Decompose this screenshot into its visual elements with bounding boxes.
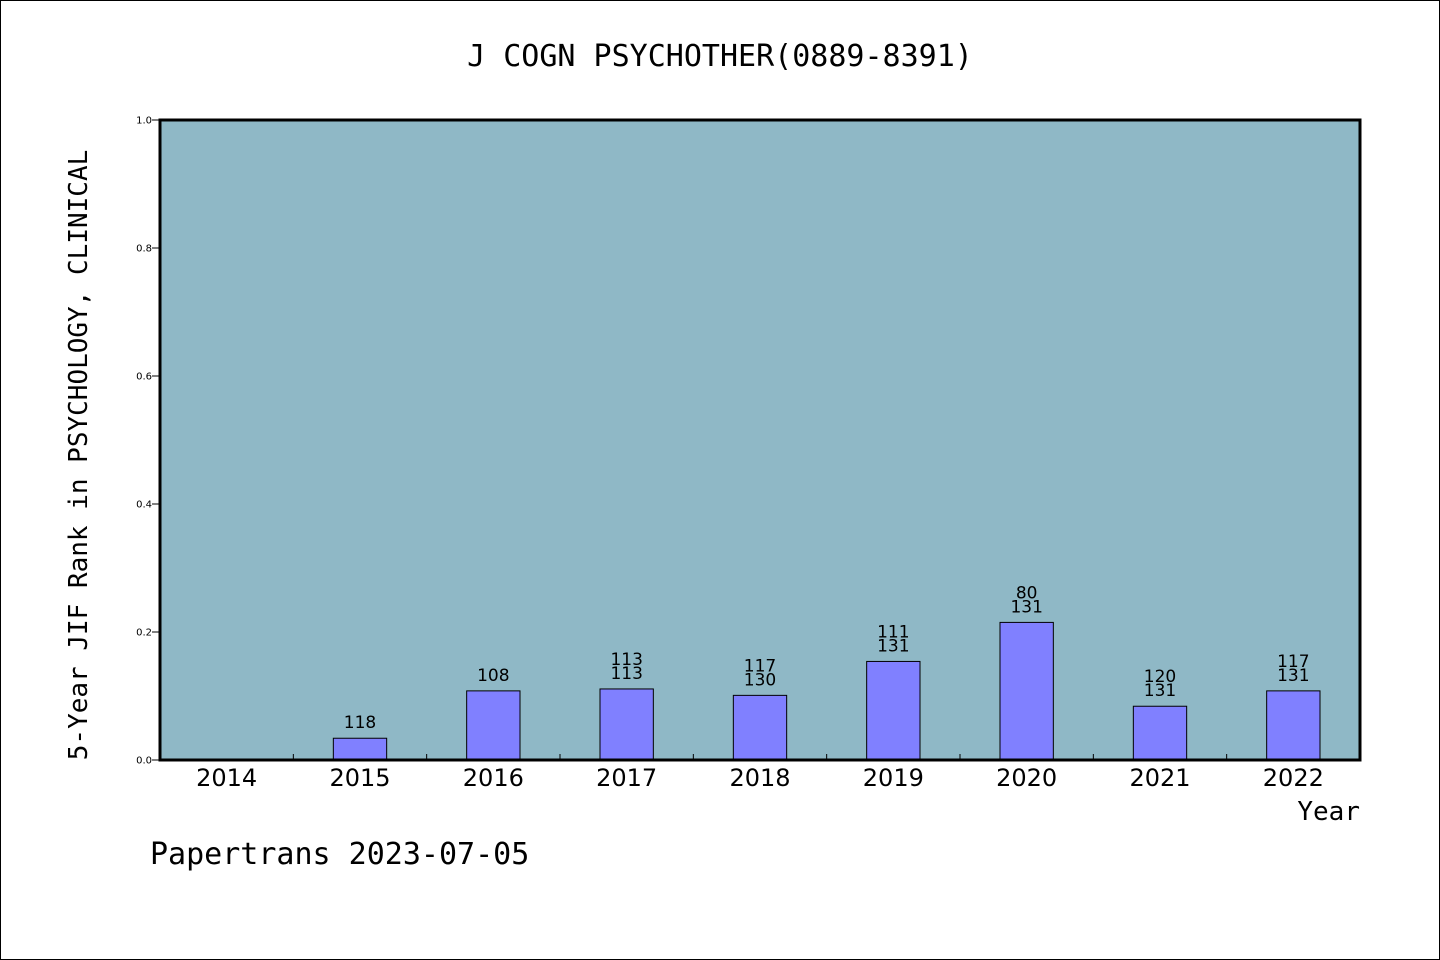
footer-credit: Papertrans 2023-07-05 bbox=[150, 837, 529, 872]
bar-label-2022-1: 131 bbox=[1277, 666, 1309, 686]
y-tick-label-1: 0.2 bbox=[136, 628, 152, 639]
x-tick-label-2018: 2018 bbox=[729, 764, 790, 792]
bar-label-2015-0: 118 bbox=[344, 713, 376, 733]
y-tick-label-2: 0.4 bbox=[136, 500, 152, 511]
bar-2022 bbox=[1266, 690, 1321, 761]
bar-label-2020-1: 131 bbox=[1010, 597, 1042, 617]
bar-2016 bbox=[466, 690, 521, 761]
y-tick-label-4: 0.8 bbox=[136, 244, 152, 255]
bar-label-2022-0: 117 bbox=[1277, 652, 1309, 672]
bar-label-2018-1: 130 bbox=[744, 670, 776, 690]
y-axis: 0.0 0.2 0.4 0.6 0.8 1.0 bbox=[136, 116, 160, 767]
y-axis-label: 5-Year JIF Rank in PSYCHOLOGY, CLINICAL bbox=[64, 150, 94, 760]
bar-label-2020-0: 80 bbox=[1016, 583, 1038, 603]
bar-2021 bbox=[1132, 705, 1188, 761]
bar-2020 bbox=[999, 621, 1054, 761]
bar-label-2021-1: 131 bbox=[1144, 681, 1176, 701]
x-tick-label-2017: 2017 bbox=[596, 764, 657, 792]
bar-label-2021-0: 120 bbox=[1144, 667, 1176, 687]
bar-2017 bbox=[599, 688, 654, 761]
bar-label-2016-0: 108 bbox=[477, 666, 509, 686]
bar-label-2019-0: 111 bbox=[877, 622, 909, 642]
y-tick-label-3: 0.6 bbox=[136, 372, 152, 383]
y-tick-label-0: 0.0 bbox=[136, 756, 152, 767]
chart-title: J COGN PSYCHOTHER(0889-8391) bbox=[467, 39, 973, 74]
bar-label-2018-0: 117 bbox=[744, 656, 776, 676]
bar-2019 bbox=[866, 660, 921, 761]
x-tick-label-2022: 2022 bbox=[1263, 764, 1324, 792]
x-tick-label-2021: 2021 bbox=[1129, 764, 1190, 792]
bar-label-2017-0: 113 bbox=[610, 650, 642, 670]
x-tick-label-2019: 2019 bbox=[863, 764, 924, 792]
x-tick-label-2020: 2020 bbox=[996, 764, 1057, 792]
x-tick-label-2015: 2015 bbox=[329, 764, 390, 792]
plot-border bbox=[158, 118, 1362, 762]
x-axis: 2014 2015 2016 2017 2018 2019 2020 2021 2022 bbox=[196, 754, 1324, 792]
bar-label-2017-1: 113 bbox=[610, 664, 642, 684]
bar-2015 bbox=[332, 737, 388, 761]
x-tick-label-2016: 2016 bbox=[463, 764, 524, 792]
bar-label-2019-1: 131 bbox=[877, 636, 909, 656]
y-tick-label-5: 1.0 bbox=[136, 116, 152, 127]
bar-2018 bbox=[732, 694, 788, 761]
plot-area bbox=[160, 120, 1360, 760]
x-tick-label-2014: 2014 bbox=[196, 764, 257, 792]
x-axis-label: Year bbox=[1297, 797, 1360, 827]
